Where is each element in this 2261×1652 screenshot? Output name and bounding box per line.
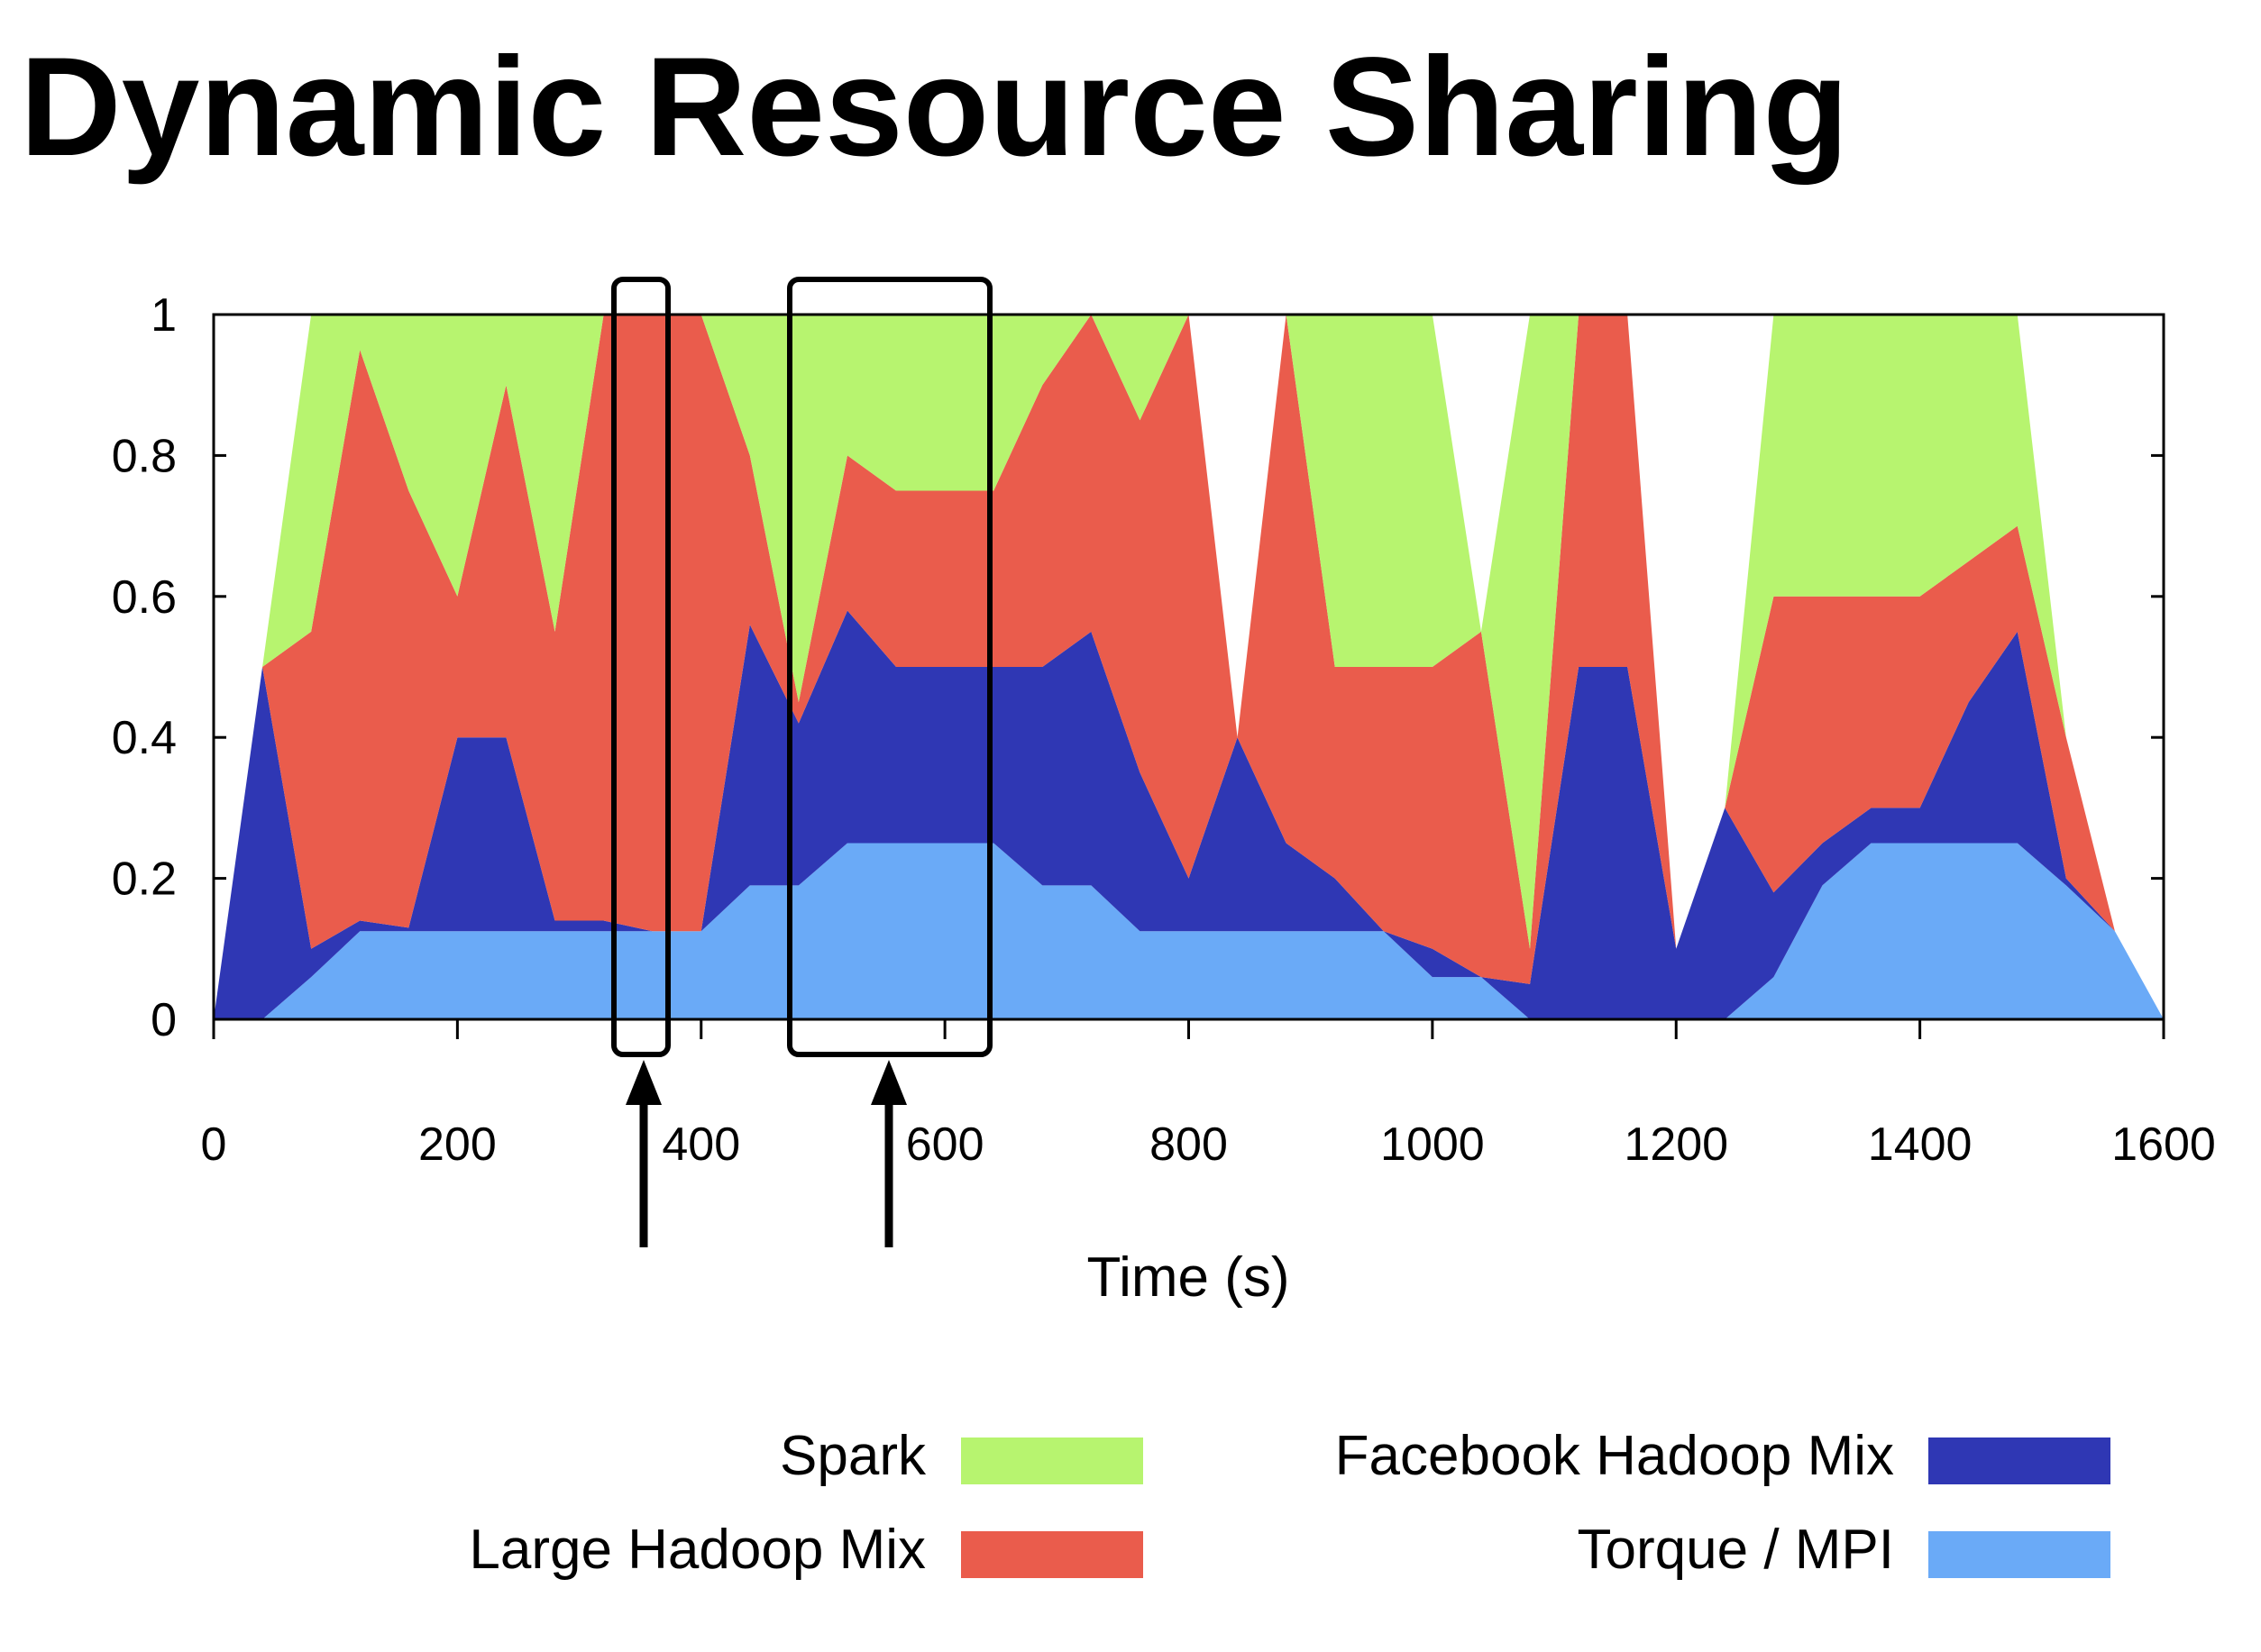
legend-swatch [961,1438,1143,1484]
legend-label: Large Hadoop Mix [469,1519,926,1581]
x-tick-label: 1600 [2111,1118,2216,1171]
x-tick-label: 1400 [1868,1118,1973,1171]
y-tick-label: 1 [151,289,177,342]
x-tick-label: 200 [418,1118,497,1171]
legend: Spark Large Hadoop Mix Facebook Hadoop Mix… [469,1425,2110,1581]
y-tick-label: 0.2 [112,853,177,906]
highlight-box [787,277,993,1057]
x-tick-label: 1200 [1624,1118,1728,1171]
x-tick-label: 800 [1149,1118,1228,1171]
area [214,315,2164,1019]
legend-swatch [961,1531,1143,1578]
arrow-head [871,1060,907,1105]
chart-title: Dynamic Resource Sharing [20,29,1849,186]
arrow-head [626,1060,662,1105]
x-tick-label: 1000 [1380,1118,1485,1171]
legend-label: Facebook Hadoop Mix [1335,1425,1894,1487]
annotations [611,277,993,1247]
x-tick-label: 600 [906,1118,984,1171]
legend-label: Spark [780,1425,927,1487]
area [214,315,2164,1019]
y-tick-label: 0 [151,994,177,1046]
y-tick-label: 0.8 [112,430,177,482]
x-tick-label: 400 [662,1118,740,1171]
legend-swatch [1928,1531,2110,1578]
y-tick-label: 0.4 [112,712,177,764]
x-tick-label: 0 [201,1118,227,1171]
legend-label: Torque / MPI [1578,1519,1894,1581]
plot-area: 0 0.2 0.4 0.6 0.8 1 0 200 400 600 800 1000 1200 1400 1… [112,289,2216,1171]
legend-swatch [1928,1438,2110,1484]
x-axis-label: Time (s) [1087,1246,1290,1309]
y-tick-label: 0.6 [112,571,177,624]
highlight-box [611,277,671,1057]
